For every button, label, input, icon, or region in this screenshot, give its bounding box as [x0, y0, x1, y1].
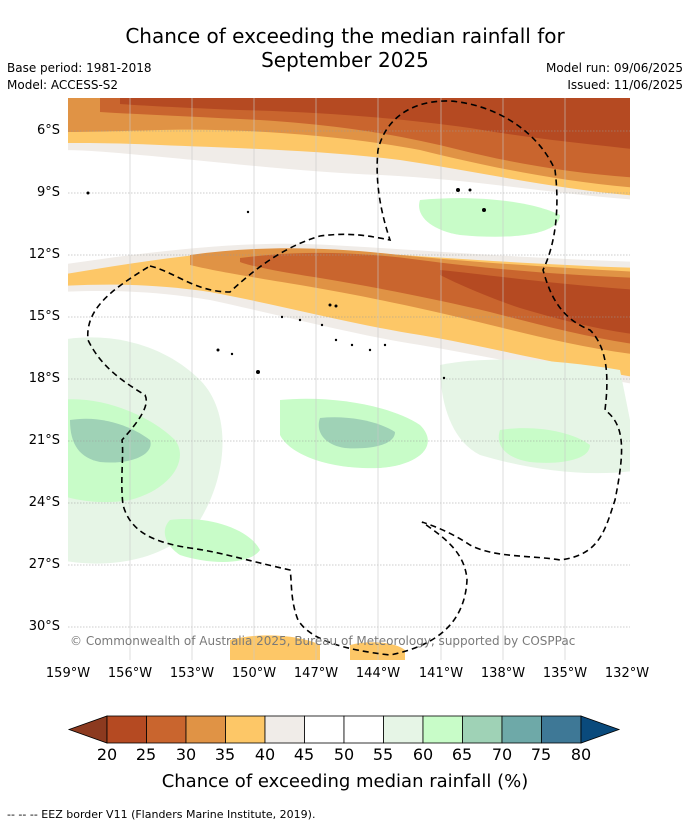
colorbar-segment	[462, 715, 503, 744]
meta-left: Base period: 1981-2018 Model: ACCESS-S2	[7, 60, 152, 94]
colorbar-tick-60: 60	[412, 745, 434, 764]
lon-label-147w: 147°W	[293, 666, 339, 681]
colorbar-segment	[264, 715, 305, 744]
colorbar-segment	[383, 715, 424, 744]
colorbar-segment	[106, 715, 147, 744]
colorbar-tick-20: 20	[96, 745, 118, 764]
colorbar-tick-40: 40	[254, 745, 276, 764]
lat-label-15s: 15°S	[28, 309, 60, 324]
colorbar-extend-low	[67, 715, 108, 744]
issued-date: Issued: 11/06/2025	[567, 78, 683, 92]
lon-label-156w: 156°W	[107, 666, 153, 681]
colorbar-tick-25: 25	[135, 745, 157, 764]
eez-legend: -- -- -- EEZ border V11 (Flanders Marine…	[7, 808, 316, 821]
lat-label-9s: 9°S	[36, 185, 60, 200]
rainfall-map	[68, 98, 630, 660]
lat-label-21s: 21°S	[28, 433, 60, 448]
meridian-lines	[129, 98, 566, 660]
dry-band-central-25	[240, 252, 630, 344]
model-run: Model run: 09/06/2025	[545, 61, 683, 75]
title-line-1: Chance of exceeding the median rainfall …	[125, 24, 565, 48]
lon-label-132w: 132°W	[604, 666, 650, 681]
lon-label-159w: 159°W	[45, 666, 91, 681]
colorbar-tick-75: 75	[530, 745, 552, 764]
colorbar-segment	[343, 715, 384, 744]
lon-label-138w: 138°W	[480, 666, 526, 681]
base-period: Base period: 1981-2018	[7, 61, 152, 75]
colorbar-segment	[304, 715, 345, 744]
grid-lines	[68, 130, 630, 628]
colorbar-tick-50: 50	[333, 745, 355, 764]
lat-label-30s: 30°S	[28, 619, 60, 634]
lat-label-12s: 12°S	[28, 247, 60, 262]
colorbar-tick-65: 65	[451, 745, 473, 764]
colorbar-tick-70: 70	[491, 745, 513, 764]
colorbar-tick-35: 35	[214, 745, 236, 764]
colorbar-tick-80: 80	[570, 745, 592, 764]
lat-label-27s: 27°S	[28, 557, 60, 572]
lat-label-24s: 24°S	[28, 495, 60, 510]
wet-patch-south	[164, 519, 260, 562]
colorbar-label: Chance of exceeding median rainfall (%)	[161, 771, 529, 792]
meta-right: Model run: 09/06/2025 Issued: 11/06/2025	[546, 60, 683, 94]
dry-band-north-20	[120, 98, 630, 149]
colorbar-tick-55: 55	[372, 745, 394, 764]
lat-label-18s: 18°S	[28, 371, 60, 386]
lat-label-6s: 6°S	[36, 123, 60, 138]
colorbar-segment	[422, 715, 463, 744]
dry-band-central-20	[440, 270, 630, 334]
islands	[86, 188, 486, 380]
wet-patch-east-60	[498, 428, 590, 463]
colorbar-extend-high	[580, 715, 621, 744]
colorbar-segment	[225, 715, 266, 744]
title-line-2: September 2025	[261, 48, 429, 72]
colorbar-tick-45: 45	[293, 745, 315, 764]
map-field	[68, 98, 630, 660]
eez-border	[87, 100, 623, 656]
colorbar-segment	[501, 715, 542, 744]
lon-label-153w: 153°W	[169, 666, 215, 681]
colorbar-segment	[541, 715, 582, 744]
wet-patch-central-65	[318, 417, 395, 449]
wet-patch-north	[419, 198, 560, 237]
colorbar	[67, 715, 621, 744]
lon-label-144w: 144°W	[355, 666, 401, 681]
colorbar-segment	[185, 715, 226, 744]
model-name: Model: ACCESS-S2	[7, 78, 119, 92]
lon-label-150w: 150°W	[231, 666, 277, 681]
lon-label-141w: 141°W	[418, 666, 464, 681]
colorbar-segment	[146, 715, 187, 744]
lon-label-135w: 135°W	[542, 666, 588, 681]
copyright-notice: © Commonwealth of Australia 2025, Bureau…	[70, 634, 576, 648]
dry-patch-south	[230, 635, 320, 660]
map-title: Chance of exceeding the median rainfall …	[0, 24, 690, 72]
dry-patch-south-2	[350, 642, 405, 660]
colorbar-tick-30: 30	[175, 745, 197, 764]
